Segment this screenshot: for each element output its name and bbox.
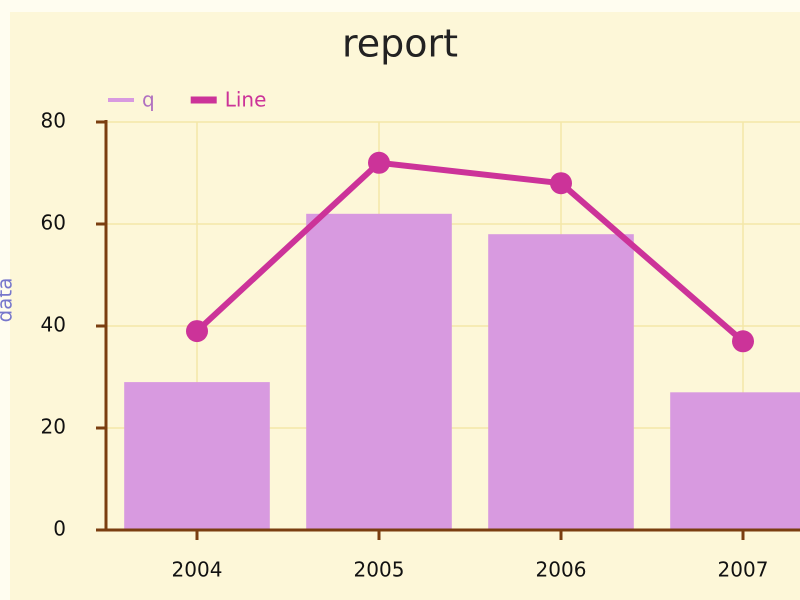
- y-tick-label: 40: [41, 313, 66, 337]
- line-point: [368, 151, 390, 174]
- bar: [124, 382, 270, 530]
- legend-label: q: [142, 88, 155, 112]
- x-tick-label: 2006: [536, 558, 587, 582]
- y-tick-label: 20: [41, 415, 66, 439]
- x-tick-label: 2004: [172, 558, 223, 582]
- bar: [488, 234, 634, 530]
- y-axis-label: data: [0, 277, 17, 322]
- line: [194, 159, 745, 344]
- bar: [670, 392, 800, 530]
- chart-title: report: [342, 22, 458, 66]
- x-tick-label: 2007: [718, 558, 769, 582]
- bar: [306, 213, 452, 531]
- line-point: [550, 172, 572, 195]
- y-tick-label: 60: [41, 211, 66, 235]
- line-point: [186, 320, 208, 343]
- x-tick-label: 2005: [354, 558, 405, 582]
- legend-label: Line: [225, 88, 267, 112]
- y-tick-label: 80: [41, 109, 66, 133]
- y-tick-label: 0: [53, 517, 66, 541]
- line-point: [732, 330, 754, 353]
